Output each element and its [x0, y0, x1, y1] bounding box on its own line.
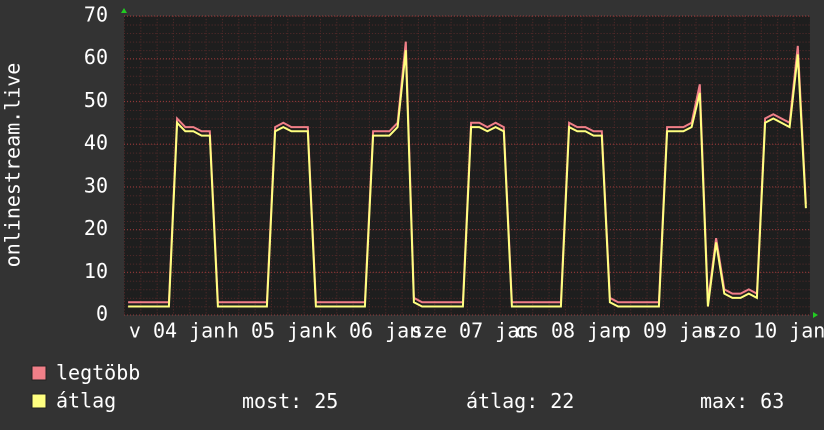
y-tick-label: 40	[84, 131, 108, 155]
legend-label: átlag	[56, 389, 116, 413]
y-tick-label: 0	[96, 302, 108, 326]
legend-label: legtöbb	[56, 361, 140, 385]
stat-value: 25	[314, 389, 338, 413]
stat: max: 63	[700, 389, 784, 413]
stat-label: átlag:	[466, 389, 538, 413]
stat-value: 63	[760, 389, 784, 413]
y-tick-label: 70	[84, 3, 108, 27]
x-tick-label: p 09 jan	[619, 319, 715, 343]
stat-label: max:	[700, 389, 748, 413]
x-axis-arrow	[813, 312, 818, 318]
x-tick-label: k 06 jan	[325, 319, 421, 343]
x-tick-label: h 05 jan	[227, 319, 323, 343]
x-tick-label: cs 08 jan	[515, 319, 623, 343]
legend-swatch	[31, 393, 47, 409]
stat-value: 22	[550, 389, 574, 413]
stat: átlag: 22	[466, 389, 574, 413]
x-tick-label: v 04 jan	[129, 319, 225, 343]
y-axis-label: onlinestream.live	[1, 63, 25, 268]
y-tick-label: 50	[84, 88, 108, 112]
legend: legtöbb átlag	[31, 361, 140, 413]
stat: most: 25	[242, 389, 338, 413]
y-tick-label: 10	[84, 259, 108, 283]
y-tick-label: 60	[84, 45, 108, 69]
minor-grid	[124, 16, 810, 315]
stat-label: most:	[242, 389, 302, 413]
y-tick-label: 20	[84, 216, 108, 240]
y-axis-arrow	[121, 8, 127, 13]
x-tick-label: szo 10 jan	[705, 319, 824, 343]
legend-swatch	[31, 365, 47, 381]
y-tick-label: 30	[84, 173, 108, 197]
series-line	[128, 50, 807, 308]
x-tick-label: sze 07 jan	[411, 319, 531, 343]
